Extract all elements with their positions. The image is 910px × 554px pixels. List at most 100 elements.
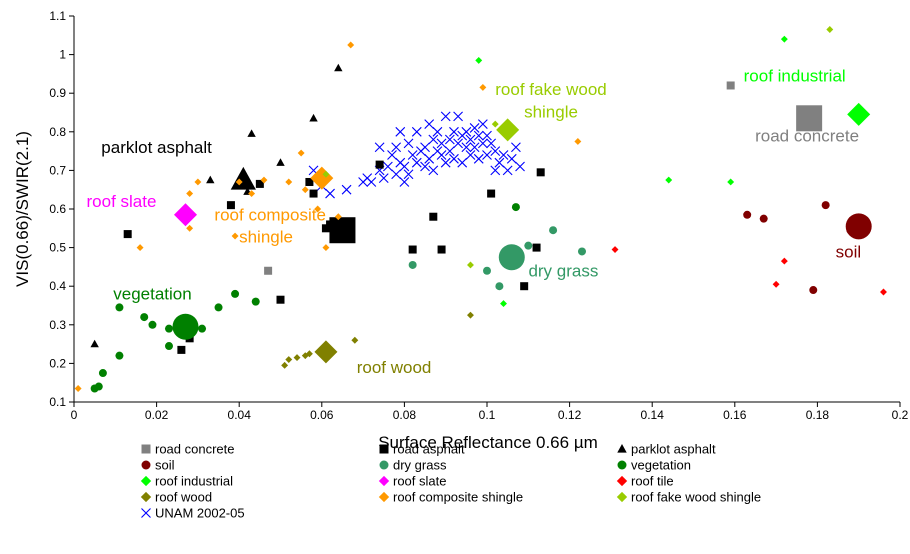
annotation-label: roof composite xyxy=(214,206,326,225)
y-tick-label: 0.3 xyxy=(49,318,66,332)
legend-marker xyxy=(379,460,389,470)
data-point xyxy=(482,130,492,141)
data-point xyxy=(467,261,474,269)
series-unam-2002-05 xyxy=(308,111,525,199)
data-point xyxy=(408,245,417,254)
plot-marks xyxy=(74,26,887,393)
data-point xyxy=(475,56,483,64)
data-point xyxy=(500,300,507,308)
legend: road concrete road asphalt parklot asphalt… xyxy=(140,442,761,521)
data-point xyxy=(759,214,768,223)
data-point xyxy=(495,282,504,291)
data-point xyxy=(432,126,443,137)
legend-item-roof-slate: roof slate xyxy=(378,474,446,489)
data-point xyxy=(231,289,240,298)
data-point xyxy=(477,119,488,129)
annotation-label: shingle xyxy=(239,228,293,247)
data-point xyxy=(524,241,533,250)
data-point xyxy=(465,150,476,160)
data-point xyxy=(260,176,268,184)
data-point xyxy=(449,126,459,137)
legend-marker xyxy=(141,444,151,454)
data-point xyxy=(276,295,285,304)
y-tick-label: 1 xyxy=(59,48,66,62)
data-point xyxy=(305,177,314,186)
data-point xyxy=(164,342,173,351)
legend-label: soil xyxy=(155,458,175,473)
x-tick-label: 0.08 xyxy=(393,408,417,422)
data-point xyxy=(780,35,788,43)
data-point xyxy=(506,153,517,164)
data-point xyxy=(395,126,406,137)
mean-point xyxy=(796,105,823,132)
legend-item-roof-wood: roof wood xyxy=(140,490,212,505)
data-point xyxy=(490,165,501,176)
data-point xyxy=(322,244,330,252)
data-point xyxy=(206,175,215,184)
legend-marker xyxy=(378,491,390,503)
legend-marker xyxy=(141,508,151,518)
data-point xyxy=(98,369,107,378)
series-roof-wood xyxy=(281,311,474,369)
y-tick-label: 0.7 xyxy=(49,163,66,177)
data-point xyxy=(382,161,393,172)
data-point xyxy=(577,247,586,256)
data-point xyxy=(440,157,451,168)
annotation-label: soil xyxy=(836,242,862,261)
legend-item-road-concrete: road concrete xyxy=(141,442,235,457)
data-point xyxy=(74,385,82,392)
data-point xyxy=(490,146,501,156)
data-point xyxy=(486,138,497,149)
legend-label: roof fake wood shingle xyxy=(631,490,761,505)
legend-label: roof slate xyxy=(393,474,446,489)
legend-label: UNAM 2002-05 xyxy=(155,506,245,521)
axes: 0 0.02 0.04 0.06 0.08 0.1 0.12 0.14 0.16 0.18 0.2 0… xyxy=(49,9,908,422)
data-point xyxy=(94,382,103,391)
data-point xyxy=(325,188,335,199)
mean-point xyxy=(174,203,198,227)
x-tick-label: 0.18 xyxy=(806,408,830,422)
series-vegetation xyxy=(90,203,520,393)
legend-label: roof tile xyxy=(631,474,674,489)
data-point xyxy=(473,153,484,164)
x-axis-label: Surface Reflectance 0.66 µm xyxy=(378,433,598,452)
series-roof-industrial xyxy=(475,35,871,308)
data-point xyxy=(285,178,293,186)
data-point xyxy=(726,81,735,90)
y-tick-label: 1.1 xyxy=(49,9,66,23)
series-roof-composite-shingle xyxy=(74,41,582,392)
legend-marker xyxy=(140,491,152,503)
data-point xyxy=(453,138,463,149)
data-point xyxy=(293,354,301,362)
data-point xyxy=(487,189,496,198)
legend-marker xyxy=(616,475,628,487)
mean-point xyxy=(310,166,334,190)
data-point xyxy=(411,126,422,137)
data-point xyxy=(424,119,435,129)
x-tick-label: 0 xyxy=(71,408,78,422)
data-point xyxy=(494,157,505,168)
data-point xyxy=(231,232,239,240)
data-point xyxy=(826,26,834,33)
legend-item-vegetation: vegetation xyxy=(617,458,691,473)
data-point xyxy=(186,190,194,198)
annotation-label: dry grass xyxy=(528,262,598,281)
data-point xyxy=(821,201,830,210)
data-point xyxy=(520,282,529,291)
data-point xyxy=(301,186,309,194)
data-point xyxy=(194,178,202,186)
data-point xyxy=(198,324,207,333)
data-point xyxy=(387,150,397,160)
legend-label: dry grass xyxy=(393,458,447,473)
data-point xyxy=(255,179,264,188)
legend-item-parklot-asphalt: parklot asphalt xyxy=(617,442,716,457)
data-point xyxy=(449,153,459,164)
data-point xyxy=(297,149,305,157)
data-point xyxy=(549,226,558,235)
mean-point xyxy=(498,244,525,271)
data-point xyxy=(214,303,223,312)
y-tick-label: 0.1 xyxy=(49,395,66,409)
data-point xyxy=(809,286,818,295)
data-point xyxy=(322,170,330,178)
data-point xyxy=(321,224,330,233)
